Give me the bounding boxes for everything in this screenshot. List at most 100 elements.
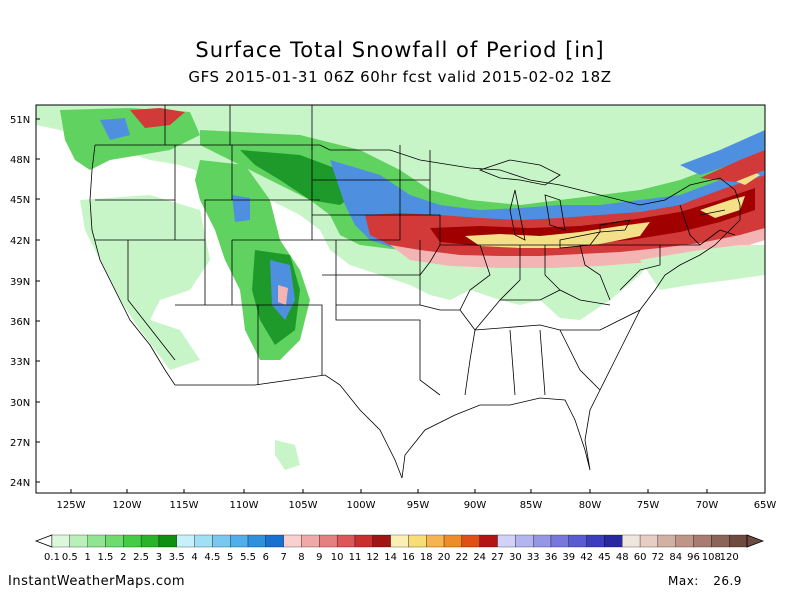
- colorbar: 0.1 0.5 1 1.5 2 2.5 3 3.5 4 4.5 5 5.5 6 7 8 9 10 11 12 14 16…: [34, 534, 765, 563]
- snow-area-red-ne: [700, 150, 765, 182]
- max-label: Max:: [668, 574, 699, 588]
- lon-label: 75W: [637, 500, 660, 511]
- snow-area-nw-blue: [100, 118, 130, 140]
- colorbar-label: 7: [280, 552, 286, 563]
- lon-label: 65W: [754, 500, 777, 511]
- lon-label: 95W: [407, 500, 430, 511]
- colorbar-label: 60: [634, 552, 647, 563]
- colorbar-swatch: [622, 534, 641, 548]
- snow-area-rockies-blue2: [232, 195, 250, 222]
- colorbar-swatch: [568, 534, 587, 548]
- max-readout: Max: 26.9: [668, 574, 742, 588]
- colorbar-label: 16: [402, 552, 415, 563]
- longitude-axis: 125W 120W 115W 110W 105W 100W 95W 90W 85W 80W 75W 7…: [57, 489, 777, 511]
- colorbar-swatch: [657, 534, 676, 548]
- gulf-coast: [401, 369, 611, 479]
- colorbar-right-arrow: [746, 534, 765, 548]
- snow-area-yellow: [465, 222, 650, 248]
- colorbar-swatch: [711, 534, 730, 548]
- west-coast: [89, 144, 176, 386]
- canada-province-lines: [164, 105, 313, 150]
- colorbar-label: 6: [263, 552, 269, 563]
- lat-label: 39N: [10, 277, 30, 288]
- lat-label: 33N: [10, 357, 30, 368]
- snow-area-blue-ne: [680, 130, 765, 175]
- snow-area-texas-light: [275, 440, 300, 470]
- snow-area-nw-red: [130, 108, 185, 128]
- snow-area-rockies-pink: [278, 285, 288, 305]
- colorbar-swatch: [426, 534, 445, 548]
- colorbar-label: 20: [438, 552, 451, 563]
- lat-label: 48N: [10, 155, 30, 166]
- max-value: 26.9: [713, 574, 742, 588]
- colorbar-swatch: [675, 534, 694, 548]
- map-subtitle: GFS 2015-01-31 06Z 60hr fcst valid 2015-…: [188, 68, 612, 86]
- snow-area-ne-light: [640, 245, 765, 290]
- site-credit: InstantWeatherMaps.com: [8, 574, 186, 589]
- lon-label: 70W: [696, 500, 719, 511]
- colorbar-swatch: [443, 534, 463, 548]
- colorbar-label: 30: [509, 552, 522, 563]
- colorbar-swatch: [639, 534, 659, 548]
- colorbar-label: 24: [473, 552, 486, 563]
- colorbar-label: 8: [298, 552, 304, 563]
- colorbar-left-arrow: [34, 534, 53, 548]
- colorbar-swatch: [408, 534, 427, 548]
- colorbar-label: 4.5: [204, 552, 220, 563]
- colorbar-label: 11: [349, 552, 362, 563]
- colorbar-swatch: [105, 534, 124, 548]
- lat-label: 24N: [10, 478, 30, 489]
- colorbar-swatch: [158, 534, 177, 548]
- lon-label: 115W: [170, 500, 199, 511]
- colorbar-swatch: [354, 534, 373, 548]
- colorbar-label: 84: [669, 552, 682, 563]
- colorbar-swatch: [87, 534, 106, 548]
- colorbar-label: 2.5: [133, 552, 149, 563]
- lon-label: 120W: [113, 500, 142, 511]
- colorbar-swatch: [265, 534, 284, 548]
- colorbar-label: 9: [316, 552, 322, 563]
- colorbar-swatch: [390, 534, 409, 548]
- colorbar-label: 42: [580, 552, 593, 563]
- colorbar-label: 120: [720, 552, 739, 563]
- great-lakes: [478, 159, 631, 249]
- colorbar-swatch: [372, 534, 391, 548]
- lat-label: 27N: [10, 438, 30, 449]
- colorbar-swatch: [533, 534, 552, 548]
- colorbar-label: 18: [420, 552, 433, 563]
- colorbar-label: 45: [598, 552, 611, 563]
- colorbar-label: 3.5: [169, 552, 185, 563]
- colorbar-label: 36: [545, 552, 558, 563]
- lat-label: 45N: [10, 195, 30, 206]
- colorbar-label: 72: [652, 552, 665, 563]
- us-canada-border: [95, 144, 741, 206]
- colorbar-swatch: [194, 534, 213, 548]
- east-coast: [609, 205, 741, 371]
- colorbar-label: 96: [687, 552, 700, 563]
- colorbar-label: 27: [491, 552, 504, 563]
- colorbar-label: 22: [456, 552, 469, 563]
- colorbar-swatch: [729, 534, 748, 548]
- colorbar-swatch: [51, 534, 70, 548]
- lat-label: 36N: [10, 317, 30, 328]
- snow-area-west-light: [80, 195, 210, 370]
- snow-area-darkred: [430, 188, 755, 246]
- colorbar-swatch: [604, 534, 623, 548]
- colorbar-swatch: [69, 534, 88, 548]
- colorbar-label: 12: [366, 552, 379, 563]
- lon-label: 80W: [579, 500, 602, 511]
- lon-label: 90W: [464, 500, 487, 511]
- colorbar-swatch: [693, 534, 712, 548]
- us-mexico-border: [175, 374, 403, 479]
- colorbar-label: 0.5: [62, 552, 78, 563]
- snow-area-darkgreen: [240, 150, 360, 205]
- colorbar-swatch: [479, 534, 498, 548]
- colorbar-label: 39: [562, 552, 575, 563]
- colorbar-swatch: [586, 534, 605, 548]
- colorbar-label: 1: [84, 552, 90, 563]
- colorbar-label: 14: [384, 552, 397, 563]
- colorbar-label: 2: [120, 552, 126, 563]
- lon-label: 105W: [289, 500, 318, 511]
- lon-label: 110W: [230, 500, 259, 511]
